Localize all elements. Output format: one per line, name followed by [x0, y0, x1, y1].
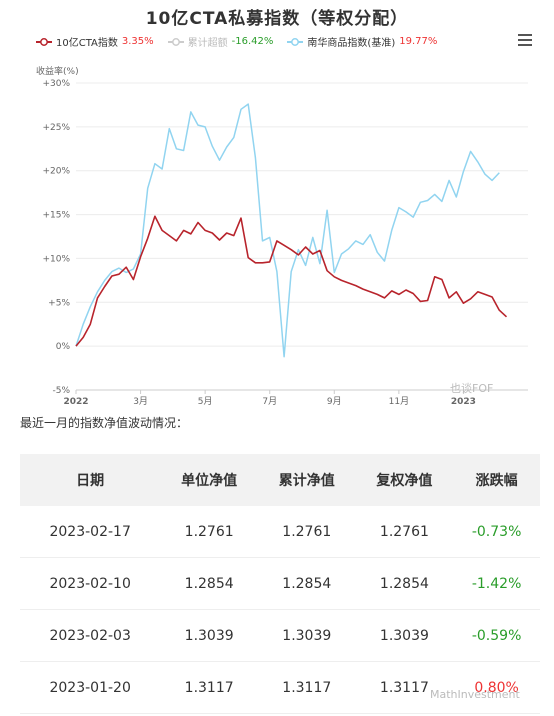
- cell-nav: 1.2854: [160, 557, 258, 610]
- x-tick-label: 11月: [389, 396, 409, 405]
- nav-table: 日期 单位净值 累计净值 复权净值 涨跌幅 2023-02-17 1.2761 …: [20, 454, 540, 714]
- y-axis-label: 收益率(%): [36, 65, 79, 77]
- table-row: 2023-01-20 1.3117 1.3117 1.3117 0.80%: [20, 661, 540, 714]
- legend-item-excess[interactable]: 累计超额 -16.42%: [167, 34, 274, 49]
- x-tick-label: 7月: [262, 396, 277, 405]
- cell-cum: 1.3039: [257, 609, 356, 662]
- legend-item-cta[interactable]: 10亿CTA指数 3.35%: [36, 34, 154, 49]
- legend-label-excess: 累计超额: [187, 38, 228, 49]
- table-watermark: MathInvestment: [430, 688, 520, 701]
- cell-date: 2023-01-20: [20, 661, 161, 714]
- legend-marker-cta-icon: [36, 37, 52, 46]
- cell-adj: 1.3117: [355, 661, 454, 714]
- y-tick-label: +10%: [42, 254, 70, 264]
- x-tick-label: 2022: [63, 397, 88, 405]
- legend-value-cta: 3.35%: [121, 36, 154, 47]
- y-tick-label: +30%: [42, 79, 70, 89]
- x-tick-label: 3月: [133, 396, 148, 405]
- series-line-2: [75, 103, 500, 358]
- cell-cum: 1.2854: [257, 557, 356, 610]
- x-tick-label: 2023: [451, 397, 476, 405]
- legend-item-nanhua[interactable]: 南华商品指数(基准) 19.77%: [287, 34, 437, 49]
- cell-adj: 1.2854: [355, 557, 454, 610]
- cell-chg: -1.42%: [453, 557, 540, 610]
- cell-cum: 1.3117: [257, 661, 356, 714]
- series-line-0: [75, 215, 508, 347]
- cell-chg: -0.59%: [453, 609, 540, 662]
- cell-date: 2023-02-10: [20, 557, 161, 610]
- legend-value-excess: -16.42%: [231, 36, 274, 47]
- legend-marker-nanhua-icon: [287, 37, 304, 46]
- cell-nav: 1.2761: [160, 506, 258, 558]
- chart-title: 10亿CTA私募指数（等权分配）: [145, 9, 409, 29]
- table-header-row: 日期 单位净值 累计净值 复权净值 涨跌幅: [20, 454, 540, 506]
- legend-value-nanhua: 19.77%: [399, 36, 438, 47]
- y-tick-label: +5%: [48, 298, 70, 308]
- y-tick-label: -5%: [52, 386, 70, 396]
- header-nav: 单位净值: [181, 473, 238, 489]
- table-row: 2023-02-03 1.3039 1.3039 1.3039 -0.59%: [20, 609, 540, 662]
- header-adj: 复权净值: [376, 473, 433, 489]
- chart-legend: 10亿CTA指数 3.35% 累计超额 -16.42% 南华商品指数(基准) 1…: [36, 34, 437, 49]
- header-date: 日期: [76, 473, 105, 489]
- cell-adj: 1.2761: [355, 506, 454, 558]
- legend-label-cta: 10亿CTA指数: [56, 38, 118, 49]
- table-subheading: 最近一月的指数净值波动情况：: [20, 416, 189, 430]
- y-tick-label: +20%: [42, 167, 70, 177]
- header-chg: 涨跌幅: [475, 473, 518, 489]
- y-tick-label: +15%: [42, 211, 70, 221]
- cell-chg: -0.73%: [453, 506, 540, 558]
- header-cum: 累计净值: [278, 473, 335, 489]
- table-row: 2023-02-17 1.2761 1.2761 1.2761 -0.73%: [20, 506, 540, 558]
- cell-chg: 0.80%: [453, 661, 540, 714]
- table-row: 2023-02-10 1.2854 1.2854 1.2854 -1.42%: [20, 557, 540, 610]
- cell-nav: 1.3039: [160, 609, 258, 662]
- chart-menu-icon[interactable]: [518, 34, 532, 46]
- cell-adj: 1.3039: [355, 609, 454, 662]
- cell-date: 2023-02-03: [20, 609, 161, 662]
- x-tick-label: 9月: [327, 396, 342, 405]
- y-tick-label: +25%: [42, 123, 70, 133]
- chart-watermark: 也谈FOF: [450, 382, 494, 395]
- cell-nav: 1.3117: [160, 661, 258, 714]
- y-tick-label: 0%: [56, 342, 71, 352]
- cell-date: 2023-02-17: [20, 506, 161, 558]
- line-chart: 收益率(%) -5% 0% +5% +10% +15% +20% +25% +30% 2022 3月…: [36, 65, 528, 405]
- x-tick-label: 5月: [198, 396, 213, 405]
- legend-marker-excess-icon: [167, 37, 184, 46]
- cell-cum: 1.2761: [257, 506, 356, 558]
- legend-label-nanhua: 南华商品指数(基准): [307, 38, 396, 49]
